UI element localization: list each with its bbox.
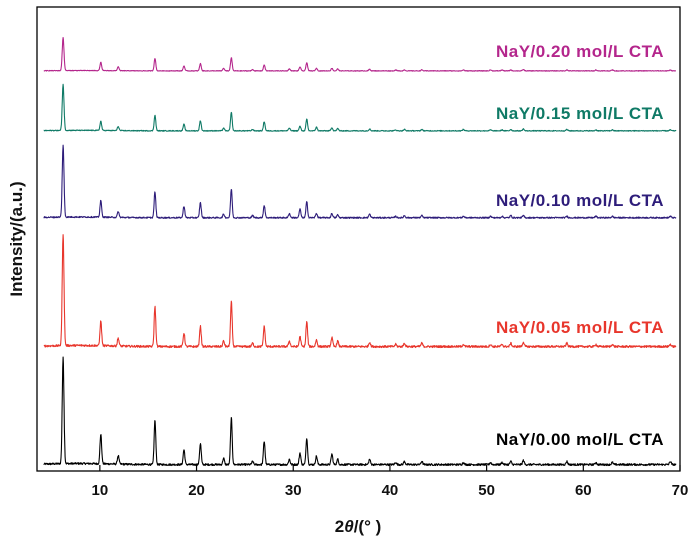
x-tick-label: 40 <box>382 482 399 499</box>
plot-frame <box>36 6 681 472</box>
x-tick-label: 50 <box>478 482 495 499</box>
traces-layer <box>43 36 677 467</box>
series-line-4 <box>43 36 677 72</box>
series-label-3: NaY/0.15 mol/L CTA <box>496 104 664 123</box>
x-tick-label: 30 <box>285 482 302 499</box>
x-axis-title-theta: θ <box>344 517 354 536</box>
x-tick-label: 70 <box>672 482 689 499</box>
x-axis-title: 2θ/(° ) <box>335 517 382 536</box>
series-label-0: NaY/0.00 mol/L CTA <box>496 430 664 449</box>
x-tick-label: 10 <box>92 482 109 499</box>
series-line-0 <box>43 356 677 467</box>
x-tick-label: 20 <box>188 482 205 499</box>
series-labels-layer: NaY/0.00 mol/L CTA NaY/0.05 mol/L CTA NaY/… <box>496 42 664 449</box>
x-axis-title-unit: /(° ) <box>354 517 382 536</box>
y-axis-title: Intensity/(a.u.) <box>7 181 26 296</box>
series-line-3 <box>43 83 677 132</box>
series-label-4: NaY/0.20 mol/L CTA <box>496 42 664 61</box>
series-line-2 <box>43 144 677 219</box>
x-axis-ticks: 10 20 30 40 50 60 70 <box>92 465 689 499</box>
series-line-1 <box>43 234 677 349</box>
x-tick-label: 60 <box>575 482 592 499</box>
series-label-2: NaY/0.10 mol/L CTA <box>496 191 664 210</box>
x-axis-title-prefix: 2 <box>335 517 344 536</box>
series-label-1: NaY/0.05 mol/L CTA <box>496 318 664 337</box>
